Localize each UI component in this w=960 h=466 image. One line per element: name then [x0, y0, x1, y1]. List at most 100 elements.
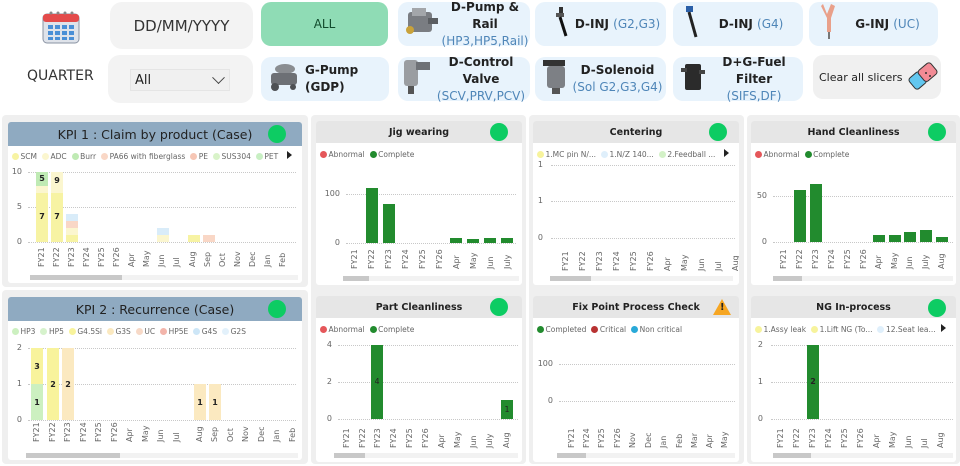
product-name: G-Pump (GDP) [305, 63, 359, 94]
part-cleanliness-title: Part Cleanliness [375, 301, 463, 313]
bar-jun[interactable] [904, 232, 916, 242]
hand-cleanliness-header: Hand Cleanliness [751, 121, 956, 143]
scrollbar-thumb[interactable] [773, 453, 811, 458]
fix-point-legend: Completed Critical Non critical [537, 323, 735, 335]
solenoid-icon [543, 58, 569, 100]
hand-scrollbar[interactable] [773, 276, 953, 281]
bar-july[interactable] [920, 230, 932, 242]
scrollbar-thumb[interactable] [773, 276, 802, 281]
bar-sep[interactable] [203, 235, 215, 242]
injector-icon [553, 7, 569, 41]
all-button[interactable]: ALL [261, 2, 388, 46]
bar-jun[interactable] [484, 238, 496, 243]
product-button-d-control-valve[interactable]: D-Control Valve (SCV,PRV,PCV) [398, 55, 530, 103]
bar-fy23[interactable] [383, 204, 395, 243]
centering-card: Centering 1.MC pin N/... 1.N/Z 140... 2.… [533, 121, 739, 285]
kpi1-scrollbar[interactable] [30, 275, 298, 280]
legend-item: PET [255, 152, 278, 161]
legend-item: UC [135, 327, 155, 336]
calendar-icon[interactable] [42, 10, 80, 44]
scrollbar-thumb[interactable] [30, 275, 122, 280]
scrollbar-thumb[interactable] [26, 453, 120, 458]
kpi2-scrollbar[interactable] [26, 453, 298, 458]
legend-item: HP5E [160, 327, 188, 336]
scrollbar-thumb[interactable] [334, 453, 365, 458]
part-scrollbar[interactable] [334, 453, 518, 458]
status-ok-icon [928, 123, 946, 141]
status-ok-icon [490, 298, 508, 316]
bar-fy22[interactable]: 2 [47, 348, 59, 420]
clear-all-slicers-button[interactable]: Clear all slicers [813, 55, 941, 99]
product-sub: (HP3,HP5,Rail) [441, 33, 529, 48]
product-button-d-solenoid[interactable]: D-Solenoid (Sol G2,G3,G4) [535, 57, 666, 101]
product-sub: (SIFS,DF) [726, 88, 782, 103]
bar-may[interactable] [889, 235, 901, 242]
bar-fy23[interactable]: 2 [807, 345, 819, 419]
bar-may[interactable] [467, 239, 479, 243]
legend-item: G4.5Si [68, 327, 102, 336]
scrollbar-thumb[interactable] [343, 276, 369, 281]
legend-next-arrow-icon[interactable] [724, 149, 729, 157]
legend-next-arrow-icon[interactable] [287, 151, 292, 159]
bar-jun[interactable] [157, 228, 169, 242]
bar-aug[interactable] [936, 237, 948, 242]
bar-apr[interactable] [450, 238, 462, 243]
centering-scrollbar[interactable] [550, 276, 733, 281]
quarter-slicer: All [108, 55, 253, 103]
bar-july[interactable] [501, 238, 513, 243]
ng-in-process-header: NG In-process [751, 296, 956, 318]
product-name: D-Solenoid [580, 63, 655, 77]
scrollbar-thumb[interactable] [557, 453, 586, 458]
fix-point-scrollbar[interactable] [557, 453, 735, 458]
bar-aug[interactable]: 1 [501, 400, 513, 419]
fix-point-header: Fix Point Process Check [533, 296, 739, 318]
legend-next-arrow-icon[interactable] [941, 324, 946, 332]
scrollbar-thumb[interactable] [550, 276, 591, 281]
legend-item: HP3 [12, 327, 35, 336]
bar-fy23[interactable]: 2 [62, 348, 74, 420]
legend-item: Non critical [631, 325, 682, 334]
pump-icon [402, 4, 440, 44]
bar-fy23[interactable] [66, 214, 78, 242]
legend-item: G2S [222, 327, 246, 336]
legend-item: SCM [12, 152, 37, 161]
product-button-fuel-filter[interactable]: D+G-Fuel Filter (SIFS,DF) [673, 55, 803, 103]
bar-fy22[interactable] [794, 190, 806, 242]
bar-apr[interactable] [873, 235, 885, 242]
jig-wearing-card: Jig wearing Abnormal Complete 100 0 FY21… [316, 121, 522, 285]
fix-point-plot: 100 0 [538, 359, 735, 405]
product-button-g-pump-gdp[interactable]: G-Pump (GDP) [261, 57, 389, 101]
product-button-d-inj-g2-g3[interactable]: D-INJ (G2,G3) [535, 2, 666, 46]
bar-aug[interactable] [188, 235, 200, 242]
bar-fy23[interactable] [810, 184, 822, 242]
bar-aug[interactable]: 1 [194, 384, 206, 420]
bar-sep[interactable]: 1 [209, 384, 221, 420]
product-button-d-inj-g4[interactable]: D-INJ (G4) [673, 2, 803, 46]
status-ok-icon [268, 300, 286, 318]
hand-cleanliness-title: Hand Cleanliness [807, 126, 900, 138]
centering-legend: 1.MC pin N/... 1.N/Z 140... 2.Feedball .… [537, 148, 735, 160]
quarter-dropdown[interactable]: All [130, 69, 230, 91]
legend-item: 1.Lift NG (To... [811, 325, 872, 334]
bar-fy23[interactable]: 4 [371, 345, 383, 419]
part-legend: Abnormal Complete [320, 323, 518, 335]
date-input[interactable]: DD/MM/YYYY [110, 2, 253, 49]
legend-item: 2.Feedball ... [658, 150, 715, 159]
legend-item: Complete [369, 325, 414, 334]
bar-fy22[interactable] [366, 188, 378, 243]
pump-icon [265, 59, 303, 99]
product-button-g-inj-uc[interactable]: G-INJ (UC) [809, 2, 938, 46]
jig-scrollbar[interactable] [343, 276, 519, 281]
kpi1-legend: SCM ADC Burr PA66 with fiberglass PE SUS… [12, 150, 298, 162]
kpi1-header: KPI 1 : Claim by product (Case) [8, 122, 302, 146]
quarter-value: All [135, 72, 152, 88]
product-button-d-pump-rail[interactable]: D-Pump & Rail (HP3,HP5,Rail) [398, 0, 530, 48]
chevron-down-icon [212, 70, 225, 84]
jig-wearing-title: Jig wearing [388, 126, 450, 138]
product-name: G-INJ [855, 16, 890, 31]
ng-scrollbar[interactable] [773, 453, 953, 458]
